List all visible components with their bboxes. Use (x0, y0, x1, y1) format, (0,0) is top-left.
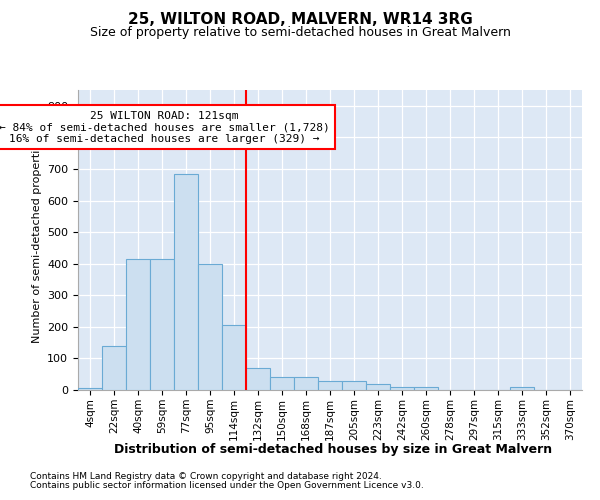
Text: Contains public sector information licensed under the Open Government Licence v3: Contains public sector information licen… (30, 481, 424, 490)
Bar (342, 382, 366, 390)
Bar (126, 259, 150, 390)
Bar (78, 388, 102, 390)
Text: Size of property relative to semi-detached houses in Great Malvern: Size of property relative to semi-detach… (89, 26, 511, 39)
Bar (198, 264, 222, 390)
Bar (366, 384, 390, 390)
Bar (174, 174, 198, 390)
Bar (246, 368, 270, 390)
Bar (294, 378, 318, 390)
Bar (318, 382, 342, 390)
Bar (414, 387, 438, 390)
Bar (510, 387, 534, 390)
Bar (390, 387, 414, 390)
Text: 25, WILTON ROAD, MALVERN, WR14 3RG: 25, WILTON ROAD, MALVERN, WR14 3RG (128, 12, 472, 28)
Y-axis label: Number of semi-detached properties: Number of semi-detached properties (32, 137, 41, 343)
Bar (222, 326, 246, 390)
Bar (102, 346, 126, 390)
Bar (270, 378, 294, 390)
Text: 25 WILTON ROAD: 121sqm
← 84% of semi-detached houses are smaller (1,728)
16% of : 25 WILTON ROAD: 121sqm ← 84% of semi-det… (0, 110, 330, 144)
Bar (150, 259, 174, 390)
Text: Distribution of semi-detached houses by size in Great Malvern: Distribution of semi-detached houses by … (114, 442, 552, 456)
Text: Contains HM Land Registry data © Crown copyright and database right 2024.: Contains HM Land Registry data © Crown c… (30, 472, 382, 481)
